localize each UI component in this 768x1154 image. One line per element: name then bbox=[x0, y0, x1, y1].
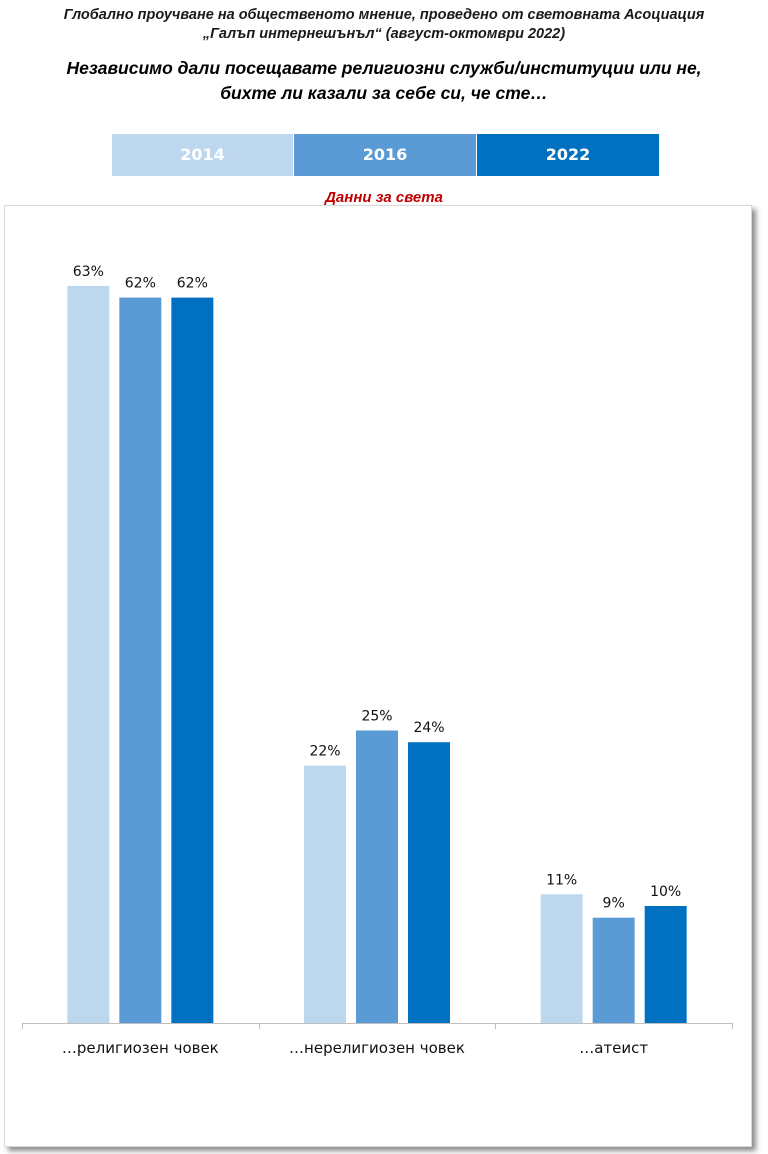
header-title-line1: Глобално проучване на общественото мнени… bbox=[63, 7, 705, 23]
bar-2014-3 bbox=[540, 894, 583, 1023]
data-label-2016-1: 62% bbox=[125, 276, 156, 292]
bar-2016-2 bbox=[356, 730, 398, 1023]
data-label-2022-1: 62% bbox=[177, 276, 208, 292]
category-label-2: …нерелигиозен човек bbox=[289, 1039, 465, 1057]
header-title-line2: „Галъп интернешънъл“ (август-октомври 20… bbox=[202, 26, 566, 42]
bar-2014-2 bbox=[304, 765, 346, 1023]
chart-subtitle: Данни за света bbox=[325, 189, 443, 206]
bar-2022-3 bbox=[644, 906, 687, 1023]
data-label-2016-2: 25% bbox=[361, 709, 392, 725]
bar-2016-1 bbox=[119, 297, 162, 1024]
data-label-2016-3: 9% bbox=[603, 896, 625, 912]
question-line2: бихте ли казали за себе си, че сте… bbox=[220, 83, 548, 103]
chart-area: 63% 62% 62% …религиозен човек 22% 25% 24% …нере… bbox=[4, 205, 752, 1147]
bar-2022-1 bbox=[171, 297, 214, 1024]
question-text: Независимо дали посещавате религиозни сл… bbox=[0, 56, 768, 106]
bar-2016-3 bbox=[592, 917, 635, 1023]
data-label-2014-3: 11% bbox=[546, 872, 577, 888]
data-label-2022-2: 24% bbox=[413, 720, 444, 736]
legend-item-2014: 2014 bbox=[112, 134, 294, 176]
bar-2014-1 bbox=[67, 285, 110, 1023]
legend-item-2016: 2016 bbox=[294, 134, 477, 176]
bar-chart: 63% 62% 62% …религиозен човек 22% 25% 24% …нере… bbox=[22, 264, 733, 1057]
legend: 2014 2016 2022 bbox=[112, 134, 659, 176]
data-label-2014-1: 63% bbox=[73, 264, 104, 280]
data-label-2014-2: 22% bbox=[309, 744, 340, 760]
header-title: Глобално проучване на общественото мнени… bbox=[0, 6, 768, 44]
data-label-2022-3: 10% bbox=[650, 884, 681, 900]
category-label-3: …атеист bbox=[579, 1039, 648, 1057]
bar-2022-2 bbox=[408, 742, 450, 1023]
question-line1: Независимо дали посещавате религиозни сл… bbox=[66, 58, 702, 78]
category-label-1: …религиозен човек bbox=[62, 1039, 219, 1057]
legend-item-2022: 2022 bbox=[477, 134, 659, 176]
